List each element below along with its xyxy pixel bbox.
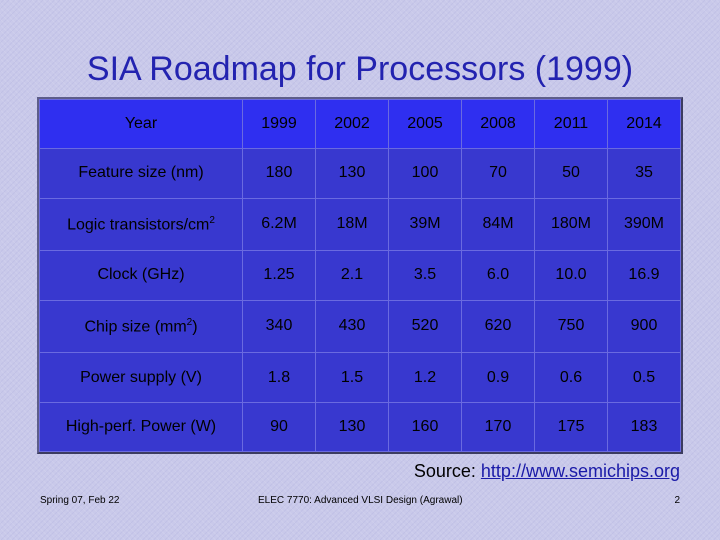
table-cell: 0.6 (534, 352, 608, 403)
table-cell: 18M (315, 197, 389, 252)
footer-date: Spring 07, Feb 22 (40, 495, 120, 506)
table-cell: 750 (534, 299, 608, 354)
table-cell: 520 (388, 299, 462, 354)
table-cell: 6.0 (461, 250, 535, 301)
table-row: Chip size (mm2) 340 430 520 620 750 900 (39, 299, 681, 354)
roadmap-table: Year 1999 2002 2005 2008 2011 2014 Featu… (37, 97, 683, 454)
table-cell: 0.5 (607, 352, 681, 403)
header-cell: 1999 (242, 98, 316, 150)
table-cell: 430 (315, 299, 389, 354)
header-cell: 2014 (607, 98, 681, 150)
table-cell: 160 (388, 401, 462, 453)
table-cell: 39M (388, 197, 462, 252)
row-label: High-perf. Power (W) (39, 401, 243, 453)
table-cell: 0.9 (461, 352, 535, 403)
table-row: Logic transistors/cm2 6.2M 18M 39M 84M 1… (39, 197, 681, 252)
table-cell: 70 (461, 148, 535, 199)
table-row: Clock (GHz) 1.25 2.1 3.5 6.0 10.0 16.9 (39, 250, 681, 301)
table-cell: 35 (607, 148, 681, 199)
table-cell: 170 (461, 401, 535, 453)
table-header-row: Year 1999 2002 2005 2008 2011 2014 (39, 98, 681, 150)
table-cell: 100 (388, 148, 462, 199)
header-cell: 2011 (534, 98, 608, 150)
table-cell: 390M (607, 197, 681, 252)
table-cell: 84M (461, 197, 535, 252)
table-cell: 130 (315, 148, 389, 199)
header-cell: Year (39, 98, 243, 150)
table-cell: 2.1 (315, 250, 389, 301)
table-cell: 1.2 (388, 352, 462, 403)
row-label: Power supply (V) (39, 352, 243, 403)
table-cell: 10.0 (534, 250, 608, 301)
table-cell: 183 (607, 401, 681, 453)
table-cell: 900 (607, 299, 681, 354)
slide-title: SIA Roadmap for Processors (1999) (86, 50, 634, 88)
table-cell: 180M (534, 197, 608, 252)
header-cell: 2008 (461, 98, 535, 150)
table-cell: 340 (242, 299, 316, 354)
table-cell: 1.8 (242, 352, 316, 403)
table-row: Power supply (V) 1.8 1.5 1.2 0.9 0.6 0.5 (39, 352, 681, 403)
table-cell: 1.25 (242, 250, 316, 301)
header-cell: 2002 (315, 98, 389, 150)
row-label: Logic transistors/cm2 (39, 197, 243, 252)
table-cell: 6.2M (242, 197, 316, 252)
table-row: Feature size (nm) 180 130 100 70 50 35 (39, 148, 681, 199)
table-cell: 130 (315, 401, 389, 453)
header-cell: 2005 (388, 98, 462, 150)
source-link[interactable]: http://www.semichips.org (480, 461, 680, 481)
table-cell: 50 (534, 148, 608, 199)
slide-number: 2 (674, 495, 680, 506)
row-label: Feature size (nm) (39, 148, 243, 199)
table-cell: 1.5 (315, 352, 389, 403)
source-label: Source: (413, 461, 476, 481)
source-note: Source: http://www.semichips.org (414, 461, 680, 482)
row-label: Clock (GHz) (39, 250, 243, 301)
table-row: High-perf. Power (W) 90 130 160 170 175 … (39, 401, 681, 453)
table-cell: 3.5 (388, 250, 462, 301)
footer-course: ELEC 7770: Advanced VLSI Design (Agrawal… (258, 495, 463, 506)
table-cell: 620 (461, 299, 535, 354)
row-label: Chip size (mm2) (39, 299, 243, 354)
table-cell: 175 (534, 401, 608, 453)
table-cell: 90 (242, 401, 316, 453)
table-cell: 16.9 (607, 250, 681, 301)
table-cell: 180 (242, 148, 316, 199)
